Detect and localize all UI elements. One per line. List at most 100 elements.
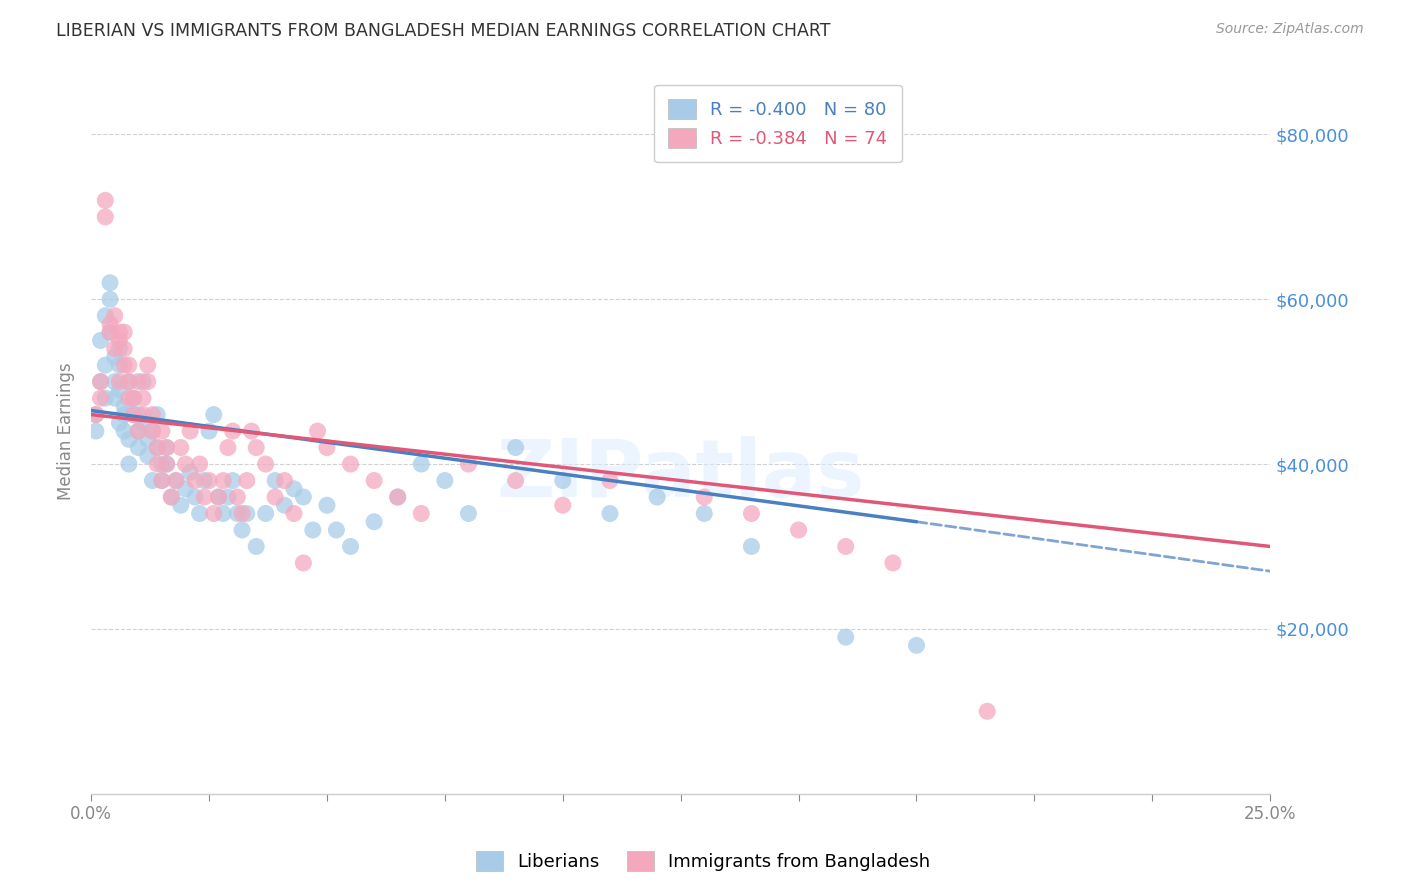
Point	[132, 408, 155, 422]
Point	[146, 457, 169, 471]
Point	[787, 523, 810, 537]
Point	[599, 474, 621, 488]
Point	[245, 540, 267, 554]
Point	[551, 498, 574, 512]
Point	[226, 507, 249, 521]
Point	[112, 400, 135, 414]
Point	[202, 408, 225, 422]
Point	[118, 391, 141, 405]
Point	[283, 507, 305, 521]
Point	[160, 490, 183, 504]
Point	[112, 408, 135, 422]
Point	[136, 433, 159, 447]
Point	[363, 515, 385, 529]
Point	[231, 507, 253, 521]
Point	[150, 474, 173, 488]
Point	[98, 276, 121, 290]
Point	[84, 424, 107, 438]
Point	[122, 391, 145, 405]
Point	[198, 424, 221, 438]
Point	[90, 375, 112, 389]
Point	[184, 490, 207, 504]
Point	[108, 342, 131, 356]
Point	[193, 474, 215, 488]
Point	[273, 474, 295, 488]
Point	[122, 408, 145, 422]
Legend: R = -0.400   N = 80, R = -0.384   N = 74: R = -0.400 N = 80, R = -0.384 N = 74	[654, 85, 901, 162]
Point	[174, 457, 197, 471]
Point	[90, 334, 112, 348]
Point	[193, 490, 215, 504]
Point	[90, 391, 112, 405]
Point	[156, 457, 179, 471]
Point	[104, 375, 127, 389]
Point	[245, 441, 267, 455]
Point	[141, 474, 163, 488]
Text: ZIPatlas: ZIPatlas	[496, 435, 865, 514]
Point	[165, 474, 187, 488]
Point	[179, 424, 201, 438]
Point	[905, 638, 928, 652]
Point	[221, 474, 243, 488]
Point	[108, 416, 131, 430]
Point	[94, 194, 117, 208]
Point	[94, 210, 117, 224]
Point	[363, 474, 385, 488]
Point	[292, 490, 315, 504]
Point	[170, 441, 193, 455]
Point	[184, 474, 207, 488]
Point	[108, 358, 131, 372]
Point	[94, 391, 117, 405]
Point	[132, 416, 155, 430]
Text: Source: ZipAtlas.com: Source: ZipAtlas.com	[1216, 22, 1364, 37]
Point	[112, 325, 135, 339]
Point	[136, 375, 159, 389]
Point	[457, 507, 479, 521]
Point	[645, 490, 668, 504]
Point	[94, 309, 117, 323]
Point	[84, 408, 107, 422]
Point	[108, 334, 131, 348]
Point	[226, 490, 249, 504]
Point	[387, 490, 409, 504]
Point	[411, 457, 433, 471]
Point	[301, 523, 323, 537]
Point	[108, 375, 131, 389]
Point	[136, 449, 159, 463]
Point	[104, 342, 127, 356]
Point	[693, 507, 716, 521]
Point	[98, 325, 121, 339]
Point	[146, 408, 169, 422]
Point	[283, 482, 305, 496]
Point	[150, 457, 173, 471]
Point	[150, 474, 173, 488]
Point	[217, 490, 239, 504]
Point	[165, 474, 187, 488]
Point	[264, 474, 287, 488]
Point	[141, 408, 163, 422]
Point	[292, 556, 315, 570]
Point	[316, 441, 339, 455]
Text: LIBERIAN VS IMMIGRANTS FROM BANGLADESH MEDIAN EARNINGS CORRELATION CHART: LIBERIAN VS IMMIGRANTS FROM BANGLADESH M…	[56, 22, 831, 40]
Point	[325, 523, 347, 537]
Point	[202, 507, 225, 521]
Point	[599, 507, 621, 521]
Point	[505, 441, 527, 455]
Point	[179, 465, 201, 479]
Point	[254, 457, 277, 471]
Point	[551, 474, 574, 488]
Point	[339, 540, 361, 554]
Point	[160, 490, 183, 504]
Point	[240, 424, 263, 438]
Point	[122, 391, 145, 405]
Point	[127, 441, 149, 455]
Point	[104, 391, 127, 405]
Point	[174, 482, 197, 496]
Point	[236, 507, 259, 521]
Point	[156, 441, 179, 455]
Point	[307, 424, 329, 438]
Point	[118, 375, 141, 389]
Point	[112, 342, 135, 356]
Point	[198, 474, 221, 488]
Point	[273, 498, 295, 512]
